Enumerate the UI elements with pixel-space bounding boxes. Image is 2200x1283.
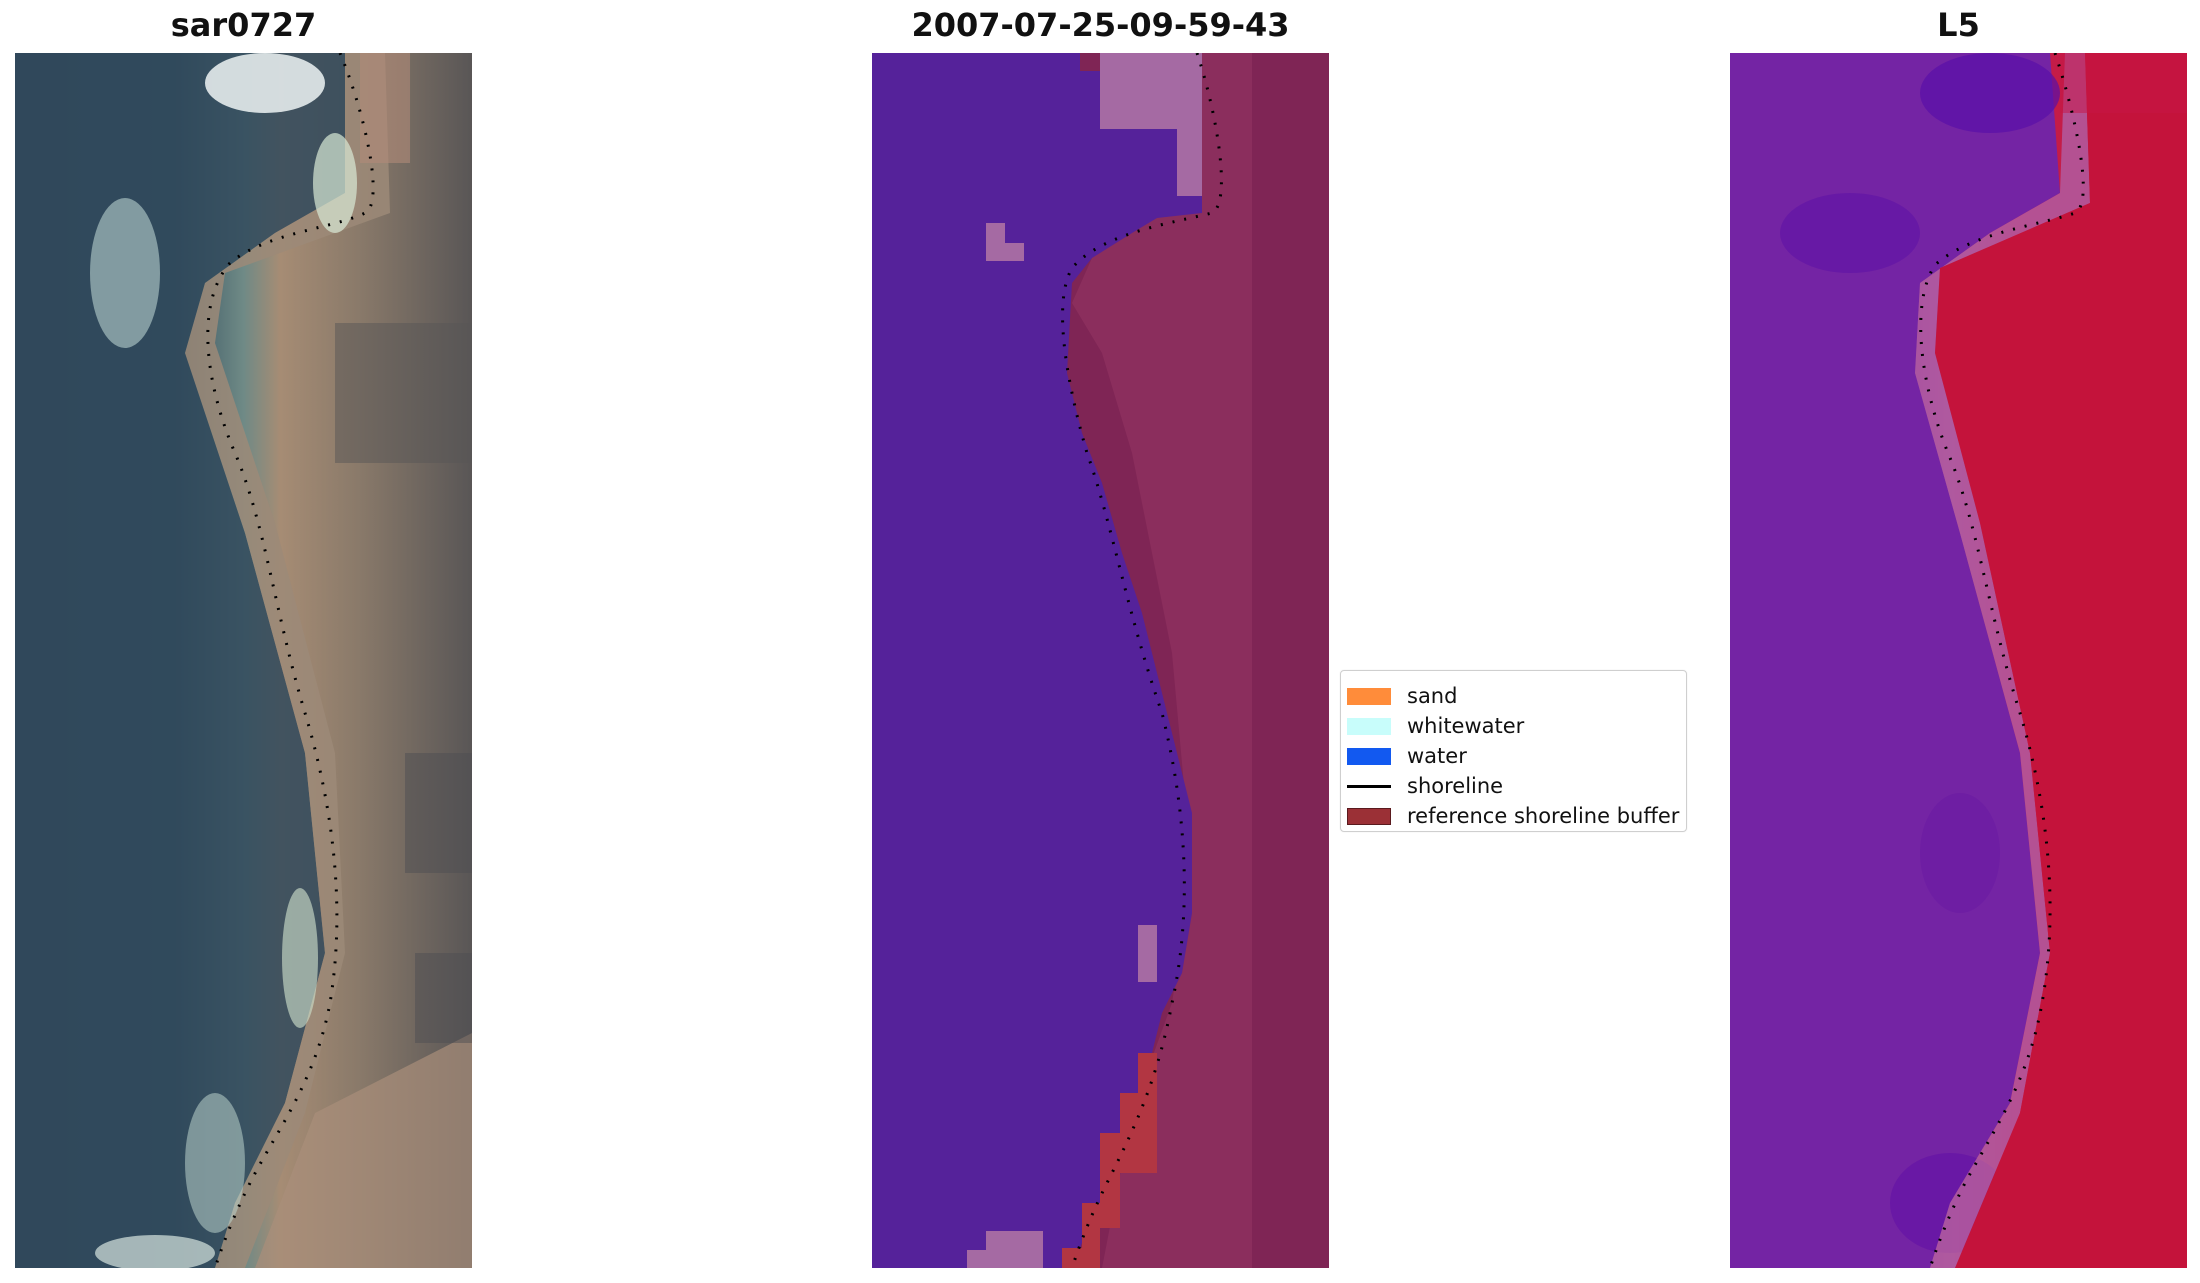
legend-label-whitewater: whitewater <box>1407 714 1525 738</box>
rgb-image-panel <box>15 53 472 1268</box>
legend-item-reference-shoreline-buffer: reference shoreline buffer <box>1341 802 1679 830</box>
panel-title-index: L5 <box>1937 6 1980 44</box>
rgb-image <box>15 53 472 1268</box>
classification-image <box>872 53 1329 1268</box>
legend-label-shoreline: shoreline <box>1407 774 1504 798</box>
shoreline-classification <box>1061 53 1223 1268</box>
panel-title-rgb: sar0727 <box>170 6 317 44</box>
shoreline-line-swatch <box>1347 784 1391 788</box>
sand-swatch <box>1347 687 1391 705</box>
legend-label-water: water <box>1407 744 1467 768</box>
legend: sand whitewater water shoreline referenc… <box>1340 670 1687 832</box>
index-image <box>1730 53 2187 1268</box>
whitewater-swatch <box>1347 717 1391 735</box>
water-swatch <box>1347 747 1391 765</box>
legend-item-whitewater: whitewater <box>1341 712 1524 740</box>
panel-title-classification: 2007-07-25-09-59-43 <box>911 6 1290 44</box>
index-panel <box>1730 53 2187 1268</box>
classification-panel <box>872 53 1329 1268</box>
buffer-swatch <box>1347 807 1391 825</box>
legend-label-sand: sand <box>1407 684 1458 708</box>
legend-item-sand: sand <box>1341 682 1457 710</box>
legend-item-water: water <box>1341 742 1467 770</box>
legend-label-reference-shoreline-buffer: reference shoreline buffer <box>1407 804 1680 828</box>
legend-item-shoreline: shoreline <box>1341 772 1503 800</box>
